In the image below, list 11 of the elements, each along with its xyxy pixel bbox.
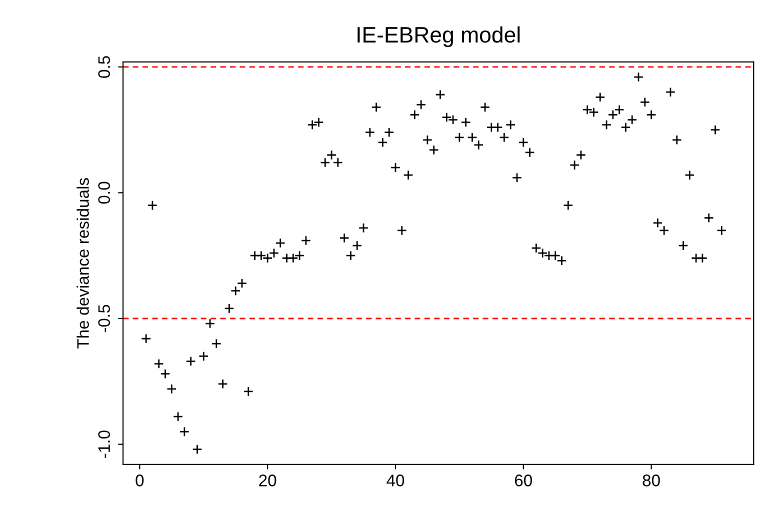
x-tick-label: 0 xyxy=(136,474,144,486)
y-tick-label: 0.0 xyxy=(98,182,110,204)
x-tick-label: 40 xyxy=(386,474,404,486)
chart-title: IE-EBReg model xyxy=(358,26,520,48)
y-tick-label: -1.0 xyxy=(98,430,110,458)
x-tick-label: 20 xyxy=(259,474,276,486)
y-tick-label: 0.5 xyxy=(98,56,110,78)
x-tick-label: 60 xyxy=(514,474,532,486)
y-axis-title: The deviance residuals xyxy=(76,178,89,348)
x-tick-label: 80 xyxy=(642,474,660,486)
y-tick-label: -0.5 xyxy=(98,304,110,332)
